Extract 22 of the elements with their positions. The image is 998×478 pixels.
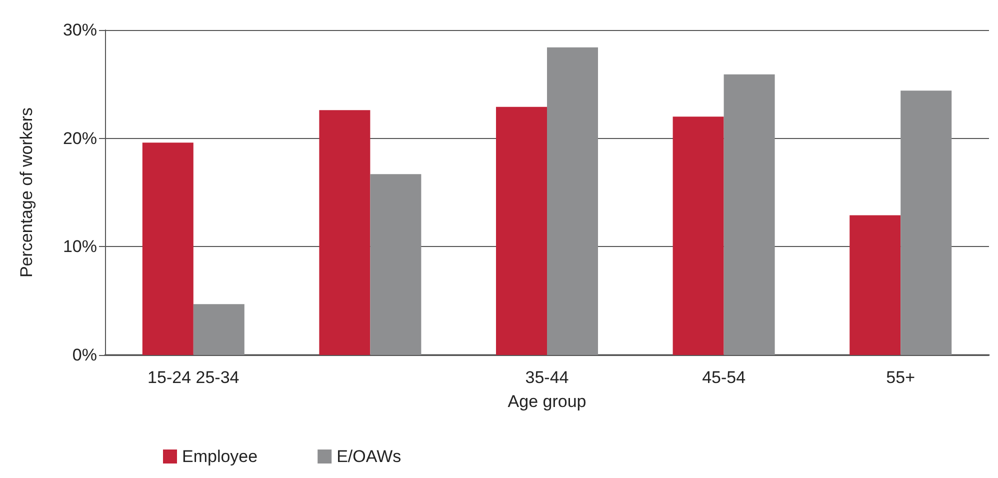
bar — [370, 174, 422, 355]
x-axis-title: Age group — [508, 392, 586, 411]
bar — [319, 110, 370, 355]
y-tick-label: 0% — [72, 346, 97, 364]
bar — [193, 304, 244, 355]
y-tick-label: 20% — [62, 128, 97, 148]
y-tick-label: 30% — [62, 20, 97, 40]
bar — [850, 215, 901, 355]
y-tick-label: 10% — [62, 237, 97, 256]
x-tick-label: 15-24 25-34 — [148, 368, 240, 387]
bar — [496, 106, 547, 355]
bar — [672, 116, 724, 355]
x-tick-label: 35-44 — [525, 368, 569, 387]
bar — [900, 90, 952, 355]
x-tick-label: 55+ — [886, 368, 916, 387]
legend-label: Employee — [182, 447, 258, 466]
bar — [724, 74, 775, 355]
bar — [142, 142, 194, 355]
x-tick-label: 45-54 — [702, 368, 746, 387]
legend-label: E/OAWs — [336, 447, 402, 466]
bar — [547, 47, 598, 355]
y-axis-title: Percentage of workers — [17, 107, 36, 278]
